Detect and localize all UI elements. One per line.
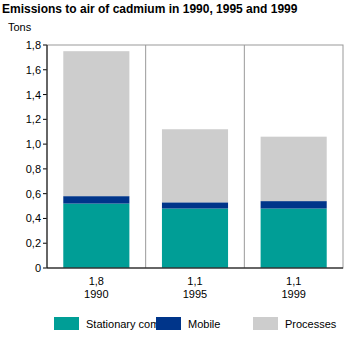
y-tick-label: 1,6 [26, 64, 41, 76]
bar-segment [261, 209, 327, 268]
bar-segment [162, 202, 228, 208]
y-tick-label: 1,4 [26, 89, 41, 101]
y-axis-label: Tons [8, 21, 32, 33]
y-tick [43, 144, 47, 145]
bar-segment [261, 137, 327, 201]
y-tick-label: 1,0 [26, 138, 41, 150]
category-separator [145, 45, 146, 268]
y-tick-label: 0,4 [26, 212, 41, 224]
legend-label: Mobile [188, 318, 220, 330]
y-tick [43, 119, 47, 120]
bars [63, 51, 326, 268]
bar-segment [63, 51, 129, 196]
y-tick-label: 0 [35, 262, 41, 274]
bar-segment [162, 209, 228, 268]
legend-label: Processes [285, 318, 337, 330]
plot-frame [47, 45, 343, 268]
legend-swatch [54, 317, 79, 330]
x-tick-label: 1995 [183, 288, 207, 300]
y-tick [43, 69, 47, 70]
title: Emissions to air of cadmium in 1990, 199… [2, 2, 298, 16]
total-label: 1,8 [89, 275, 104, 287]
x-axis [47, 268, 343, 269]
y-tick [43, 218, 47, 219]
category-separator [244, 45, 245, 268]
y-tick [43, 243, 47, 244]
y-tick [43, 193, 47, 194]
x-tick-label: 1999 [281, 288, 305, 300]
bar-segment [162, 129, 228, 202]
y-tick [43, 45, 47, 46]
chart: Emissions to air of cadmium in 1990, 199… [0, 0, 361, 344]
total-label: 1,1 [187, 275, 202, 287]
y-axis [47, 45, 48, 268]
y-tick [43, 268, 47, 269]
total-label: 1,1 [286, 275, 301, 287]
y-tick-label: 0,2 [26, 237, 41, 249]
y-tick [43, 94, 47, 95]
y-tick-label: 1,8 [26, 39, 41, 51]
bar-segment [63, 204, 129, 268]
x-tick-label: 1990 [84, 288, 108, 300]
bar-segment [261, 201, 327, 208]
y-tick-label: 0,6 [26, 188, 41, 200]
legend-swatch [156, 317, 181, 330]
y-tick-label: 0,8 [26, 163, 41, 175]
bar-segment [63, 196, 129, 203]
y-tick-label: 1,2 [26, 113, 41, 125]
legend-swatch [253, 317, 278, 330]
y-tick [43, 168, 47, 169]
